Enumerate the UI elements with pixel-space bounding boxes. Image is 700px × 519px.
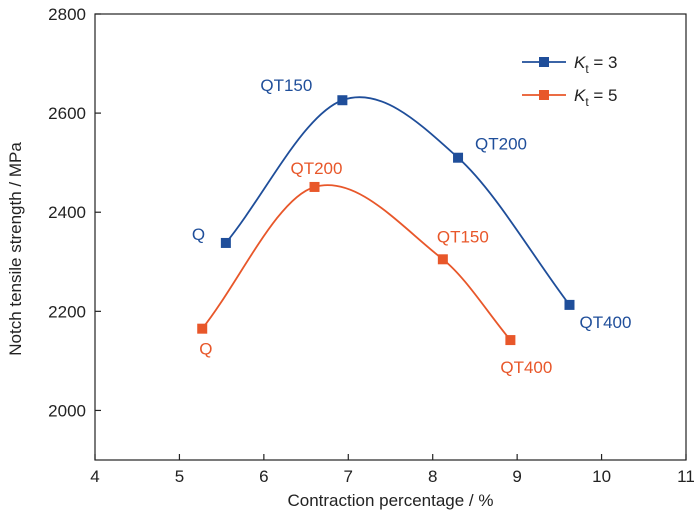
- legend-subscript: t: [585, 62, 589, 76]
- legend-value: = 5: [589, 86, 618, 105]
- y-tick-label: 2800: [48, 5, 86, 24]
- x-tick-label: 6: [259, 467, 268, 486]
- legend-symbol: K: [574, 53, 586, 72]
- legend-label-0: Kt = 3: [574, 53, 618, 76]
- x-tick-label: 7: [344, 467, 353, 486]
- data-point: [220, 237, 231, 248]
- point-label: QT150: [437, 227, 489, 246]
- legend-marker-1: [539, 90, 549, 100]
- series-markers: [197, 95, 575, 346]
- plot-frame: [94, 13, 687, 461]
- legend-subscript: t: [585, 95, 589, 109]
- y-tick-label: 2600: [48, 104, 86, 123]
- legend-symbol: K: [574, 86, 586, 105]
- y-tick-label: 2200: [48, 302, 86, 321]
- axes: 4 5 6 7 8 9 10 11 2000 2200 2400 2600 2800 Contractio…: [6, 5, 695, 510]
- y-tick-label: 2000: [48, 401, 86, 420]
- series-line-1: [201, 184, 512, 341]
- x-axis-title: Contraction percentage / %: [287, 491, 493, 510]
- series-curves: [201, 96, 571, 341]
- point-labels: Q QT150 QT200 QT400 Q QT200 QT150 QT400: [192, 76, 632, 377]
- x-tick-label: 11: [677, 467, 695, 486]
- point-label: QT200: [291, 159, 343, 178]
- point-label: QT400: [500, 358, 552, 377]
- legend-value: = 3: [589, 53, 618, 72]
- data-point: [437, 254, 448, 265]
- legend-marker-0: [539, 57, 549, 67]
- point-label: QT400: [579, 313, 631, 332]
- series-line-0: [225, 96, 571, 306]
- point-label: QT200: [475, 135, 527, 154]
- x-tick-label: 5: [175, 467, 184, 486]
- y-tick-label: 2400: [48, 203, 86, 222]
- data-point: [337, 95, 348, 106]
- point-label: Q: [192, 225, 205, 244]
- y-axis-title: Notch tensile strength / MPa: [6, 142, 25, 356]
- point-label: QT150: [260, 76, 312, 95]
- x-tick-label: 4: [90, 467, 99, 486]
- data-point: [453, 152, 464, 163]
- x-tick-label: 8: [428, 467, 437, 486]
- data-point: [197, 323, 208, 334]
- data-point: [564, 299, 575, 310]
- data-point: [309, 181, 320, 192]
- point-label: Q: [199, 340, 212, 359]
- legend: Kt = 3Kt = 5: [522, 53, 618, 109]
- x-tick-label: 10: [592, 467, 611, 486]
- data-point: [505, 335, 516, 346]
- x-tick-label: 9: [512, 467, 521, 486]
- legend-label-1: Kt = 5: [574, 86, 618, 109]
